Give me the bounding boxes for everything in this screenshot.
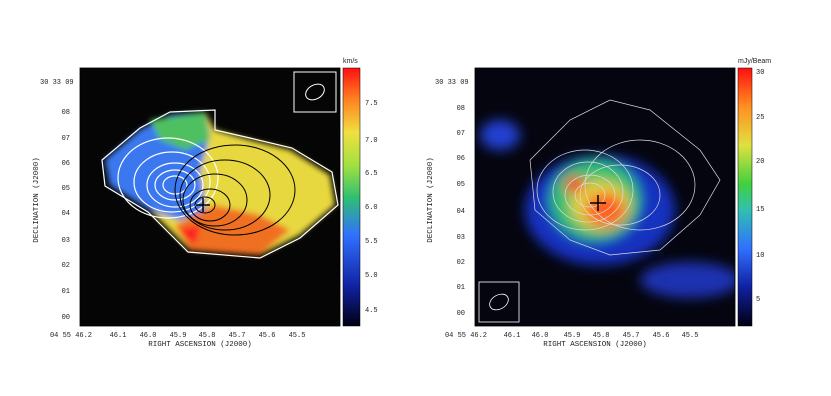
- x-tick-label: 46.1: [504, 332, 521, 340]
- colorbar: [737, 67, 753, 327]
- intensity-map: [475, 68, 735, 326]
- x-tick-label: 46.0: [532, 332, 549, 340]
- y-tick-label: 30 33 09: [435, 79, 469, 87]
- colorbar-tick-label: 7.5: [365, 100, 378, 108]
- colorbar-tick-label: 5: [756, 296, 760, 304]
- y-tick-label: 05: [457, 181, 465, 189]
- colorbar-tick-label: 4.5: [365, 307, 378, 315]
- colorbar-unit: km/s: [343, 58, 358, 65]
- x-tick-label: 45.5: [289, 332, 306, 340]
- x-tick-label: 45.9: [564, 332, 581, 340]
- y-axis-label: DECLINATION (J2000): [427, 157, 435, 243]
- colorbar-tick-label: 6.5: [365, 170, 378, 178]
- colorbar-tick-label: 25: [756, 114, 764, 122]
- y-tick-label: 03: [457, 234, 465, 242]
- x-tick-label: 45.6: [653, 332, 670, 340]
- y-tick-label: 03: [62, 237, 70, 245]
- x-tick-label: 45.8: [199, 332, 216, 340]
- colorbar-unit: mJy/Beam: [738, 58, 771, 65]
- colorbar-tick-label: 10: [756, 252, 764, 260]
- x-tick-label: 45.7: [623, 332, 640, 340]
- y-tick-label: 02: [62, 262, 70, 270]
- y-tick-label: 04: [62, 210, 70, 218]
- colorbar: [342, 67, 361, 327]
- x-tick-label: 04 55 46.2: [50, 332, 92, 340]
- y-tick-label: 00: [62, 314, 70, 322]
- x-tick-label: 45.9: [170, 332, 187, 340]
- velocity-map: [80, 68, 340, 326]
- y-tick-label: 00: [457, 310, 465, 318]
- x-tick-label: 45.6: [259, 332, 276, 340]
- colorbar-tick-label: 5.5: [365, 238, 378, 246]
- colorbar-tick-label: 15: [756, 206, 764, 214]
- y-tick-label: 07: [457, 130, 465, 138]
- y-tick-label: 05: [62, 185, 70, 193]
- x-tick-label: 45.5: [682, 332, 699, 340]
- colorbar-tick-label: 20: [756, 158, 764, 166]
- y-tick-label: 08: [62, 109, 70, 117]
- y-axis-label: DECLINATION (J2000): [33, 157, 41, 243]
- x-tick-label: 45.7: [229, 332, 246, 340]
- colorbar-tick-label: 6.0: [365, 204, 378, 212]
- y-tick-label: 06: [62, 160, 70, 168]
- x-axis-label: RIGHT ASCENSION (J2000): [148, 341, 252, 349]
- y-tick-label: 06: [457, 155, 465, 163]
- y-tick-label: 02: [457, 259, 465, 267]
- x-tick-label: 46.0: [140, 332, 157, 340]
- colorbar-tick-label: 5.0: [365, 272, 378, 280]
- x-tick-label: 45.8: [593, 332, 610, 340]
- colorbar-tick-label: 7.0: [365, 137, 378, 145]
- x-tick-label: 46.1: [110, 332, 127, 340]
- y-tick-label: 30 33 09: [40, 79, 74, 87]
- y-tick-label: 01: [62, 288, 70, 296]
- y-tick-label: 04: [457, 208, 465, 216]
- colorbar-tick-label: 30: [756, 69, 764, 77]
- y-tick-label: 07: [62, 135, 70, 143]
- x-tick-label: 04 55 46.2: [445, 332, 487, 340]
- x-axis-label: RIGHT ASCENSION (J2000): [543, 341, 647, 349]
- y-tick-label: 01: [457, 284, 465, 292]
- y-tick-label: 08: [457, 105, 465, 113]
